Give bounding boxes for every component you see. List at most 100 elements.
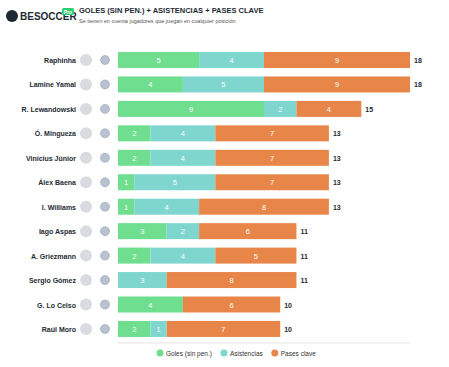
bar-segment <box>118 223 167 239</box>
category-label: A. Griezmann <box>31 253 76 260</box>
player-photo <box>80 323 92 335</box>
bar-segment <box>118 174 134 190</box>
category-label: G. Lo Celso <box>37 302 76 309</box>
data-label: 3 <box>140 227 144 236</box>
bar-segment <box>118 297 183 313</box>
data-label: 7 <box>270 129 274 138</box>
bar-segment <box>150 125 215 141</box>
bar-segment <box>150 248 215 264</box>
bar-segment <box>118 125 150 141</box>
bar-segment <box>199 223 296 239</box>
total-label: 18 <box>414 57 422 64</box>
category-label: Raúl Moro <box>42 326 76 333</box>
bar-segment <box>264 101 296 117</box>
data-label: 7 <box>270 154 274 163</box>
bar-segment <box>118 272 167 288</box>
club-crest <box>101 300 110 309</box>
total-label: 11 <box>300 253 308 260</box>
logo-icon <box>6 10 18 22</box>
club-crest <box>101 276 110 285</box>
data-label: 2 <box>132 154 136 163</box>
bar-segment <box>215 174 329 190</box>
data-label: 5 <box>156 56 160 65</box>
chart: BESOCCERProGOLES (SIN PEN.) + ASISTENCIA… <box>0 0 449 367</box>
data-label: 2 <box>132 252 136 261</box>
bar-segment <box>118 150 150 166</box>
bar-segment <box>118 101 264 117</box>
bar-segment <box>134 199 199 215</box>
legend-swatch <box>157 350 164 357</box>
data-label: 1 <box>124 178 128 187</box>
bar-segment <box>183 297 280 313</box>
total-label: 11 <box>300 228 308 235</box>
brand-tag: Pro <box>64 9 72 15</box>
data-label: 4 <box>181 252 185 261</box>
legend-swatch <box>220 350 227 357</box>
subtitle: Se tienen en cuenta jugadores que juegan… <box>79 18 236 24</box>
data-label: 8 <box>229 276 233 285</box>
title: GOLES (SIN PEN.) + ASISTENCIAS + PASES C… <box>79 6 263 15</box>
labels: Raphinha54918Lamine Yamal45918R. Lewando… <box>22 56 422 334</box>
bar-segment <box>167 272 297 288</box>
data-label: 4 <box>181 129 185 138</box>
club-crest <box>101 104 110 113</box>
total-label: 18 <box>414 81 422 88</box>
club-crest <box>101 227 110 236</box>
player-photo <box>80 201 92 213</box>
bar-segment <box>118 248 150 264</box>
player-photo <box>80 176 92 188</box>
bar-segment <box>150 150 215 166</box>
data-label: 2 <box>181 227 185 236</box>
legend-label: Goles (sin pen.) <box>166 350 212 358</box>
category-label: I. Williams <box>42 204 76 211</box>
player-photo <box>80 225 92 237</box>
player-photo <box>80 127 92 139</box>
total-label: 13 <box>333 204 341 211</box>
data-label: 4 <box>148 301 152 310</box>
x-axis <box>118 342 410 343</box>
player-photo <box>80 299 92 311</box>
data-label: 9 <box>335 80 339 89</box>
club-crest <box>101 251 110 260</box>
player-photo <box>80 274 92 286</box>
category-label: Vinícius Júnior <box>26 155 76 162</box>
club-crest <box>101 80 110 89</box>
bar-segment <box>118 321 150 337</box>
total-label: 13 <box>333 130 341 137</box>
total-label: 15 <box>365 106 373 113</box>
player-photo <box>80 103 92 115</box>
category-label: Raphinha <box>44 57 76 65</box>
data-label: 9 <box>335 56 339 65</box>
total-label: 10 <box>284 302 292 309</box>
bar-segment <box>199 52 264 68</box>
bar-segment <box>215 150 329 166</box>
legend-label: Asistencias <box>230 350 264 357</box>
club-crest <box>101 324 110 333</box>
total-label: 10 <box>284 326 292 333</box>
bar-segment <box>264 52 410 68</box>
bars <box>118 52 410 337</box>
data-label: 2 <box>132 325 136 334</box>
player-photo <box>80 78 92 90</box>
bar-segment <box>167 223 199 239</box>
data-label: 4 <box>148 80 152 89</box>
brand-tag-bg <box>62 8 74 15</box>
data-label: 1 <box>124 203 128 212</box>
bar-segment <box>183 76 264 92</box>
category-label: Iago Aspas <box>39 228 76 236</box>
bar-segment <box>296 101 361 117</box>
bar-segment <box>118 76 183 92</box>
bar-segment <box>118 199 134 215</box>
total-label: 13 <box>333 179 341 186</box>
bar-segment <box>199 199 329 215</box>
category-label: Lamine Yamal <box>29 81 76 88</box>
data-label: 5 <box>221 80 225 89</box>
data-label: 9 <box>189 105 193 114</box>
data-label: 7 <box>221 325 225 334</box>
background <box>0 0 449 367</box>
bar-segment <box>264 76 410 92</box>
category-label: Álex Baena <box>38 178 76 186</box>
data-label: 6 <box>246 227 250 236</box>
data-label: 4 <box>165 203 169 212</box>
data-label: 5 <box>254 252 258 261</box>
